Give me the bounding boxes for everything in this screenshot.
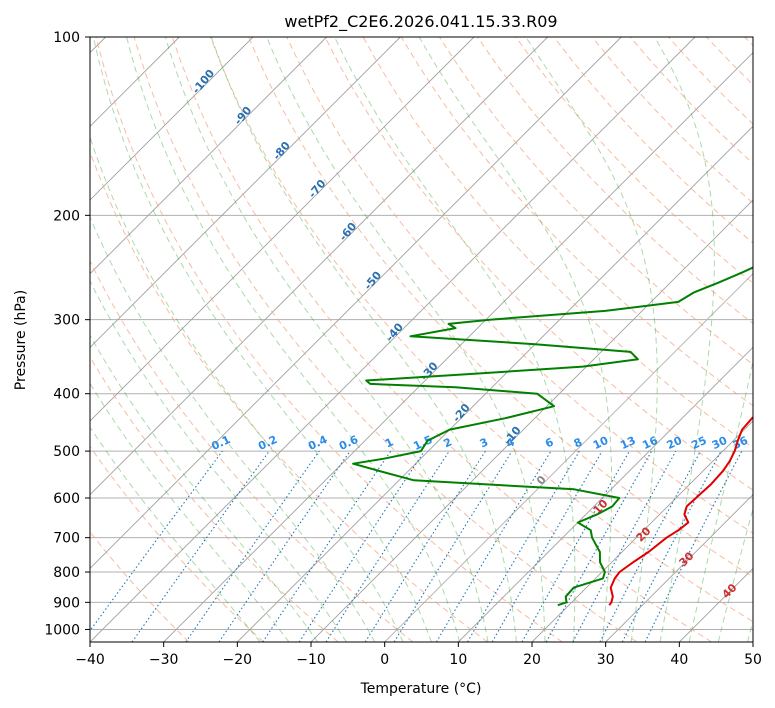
mixing-ratio-line-4 [262, 450, 392, 642]
dry-adiabat-20 [95, 37, 563, 642]
y-tick-label: 1000 [44, 622, 80, 638]
isotherm--50 [90, 37, 622, 569]
moist-adiabat-16 [210, 37, 517, 642]
background-lines [90, 37, 753, 642]
mixing-ratio-line-13 [545, 450, 653, 642]
temperature-profile [608, 415, 753, 606]
x-tick-label: 40 [670, 652, 688, 668]
x-axis-title: Temperature (°C) [360, 681, 482, 697]
mixing-ratio-label: 10 [591, 434, 611, 452]
x-tick-label: −40 [75, 652, 105, 668]
dry-adiabat-80 [324, 37, 753, 491]
moist-adiabat-24 [334, 37, 576, 642]
mixing-ratio-line-0 [90, 450, 223, 632]
moist-adiabat-40 [688, 358, 753, 642]
moist-adiabat-0 [90, 135, 404, 642]
x-tick-label: −10 [296, 652, 326, 668]
moist-adiabat-8 [126, 37, 461, 642]
dry-adiabat-0 [90, 259, 414, 642]
mixing-ratio-line-14 [572, 450, 677, 642]
mixing-ratio-line-17 [644, 450, 743, 642]
isotherm-0 [384, 273, 753, 642]
dry-adiabat--10 [90, 356, 339, 642]
x-tick-label: −20 [223, 652, 253, 668]
dry-adiabat-50 [210, 37, 753, 623]
x-tick-label: −30 [149, 652, 179, 668]
mixing-ratio-label: 30 [710, 434, 730, 452]
dewpoint-profile [352, 266, 753, 607]
moist-adiabat--12 [90, 334, 319, 642]
isotherm--40 [90, 37, 696, 642]
plot-area [90, 37, 753, 642]
moist-adiabat--4 [90, 215, 376, 642]
y-tick-label: 700 [53, 531, 80, 547]
mixing-ratio-line-3 [218, 450, 351, 642]
moist-adiabat-12 [164, 37, 489, 642]
axes: −40 −30 −20 −10 0 10 20 30 40 50 100 200 300 400 500 60… [44, 30, 762, 668]
mixing-ratio-line-2 [185, 450, 320, 642]
isotherm-50 [752, 641, 753, 642]
profiles [352, 266, 753, 607]
chart-title: wetPf2_C2E6.2026.041.15.33.R09 [284, 12, 557, 32]
x-tick-label: 10 [449, 652, 467, 668]
isotherm-10 [458, 346, 753, 642]
dry-adiabat-130 [515, 37, 753, 284]
x-tick-label: 20 [523, 652, 541, 668]
isotherm--20 [237, 125, 753, 642]
moist-adiabat-28 [418, 37, 613, 642]
isotherm-20 [531, 420, 753, 642]
y-tick-label: 400 [53, 387, 80, 403]
y-tick-label: 100 [53, 30, 80, 46]
mixing-ratio-label: 13 [618, 434, 637, 452]
moist-adiabat-4 [92, 37, 432, 642]
isotherm--60 [90, 37, 548, 496]
isotherm-30 [605, 494, 753, 642]
y-tick-label: 900 [53, 595, 80, 611]
isotherm--80 [90, 37, 401, 348]
y-tick-label: 200 [53, 208, 80, 224]
moist-adiabat--20 [90, 426, 261, 642]
moist-adiabat-44 [717, 506, 753, 642]
x-tick-label: 0 [380, 652, 389, 668]
dry-adiabat-40 [171, 37, 712, 642]
y-tick-label: 300 [53, 313, 80, 329]
y-axis-title: Pressure (hPa) [13, 290, 29, 390]
isotherm--70 [90, 37, 475, 422]
plot-frame [89, 36, 754, 643]
y-tick-label: 500 [53, 444, 80, 460]
mixing-ratio-label: 16 [640, 434, 660, 452]
mixing-ratio-line-8 [393, 450, 513, 642]
x-tick-label: 30 [597, 652, 615, 668]
mixing-ratio-label: 20 [665, 434, 685, 452]
mixing-ratio-line-1 [131, 450, 270, 642]
mixing-ratio-line-6 [325, 450, 450, 642]
moist-adiabat-36 [654, 37, 715, 642]
x-tick-label: 50 [744, 652, 762, 668]
y-tick-label: 800 [53, 565, 80, 581]
y-tick-label: 600 [53, 491, 80, 507]
moist-adiabat-32 [525, 37, 658, 642]
isotherm--100 [90, 37, 254, 201]
isotherm--90 [90, 37, 327, 275]
mixing-ratio-line-5 [298, 450, 425, 642]
moist-adiabat-20 [266, 37, 546, 642]
moist-adiabat--16 [90, 382, 290, 642]
mixing-ratio-label: 25 [689, 434, 708, 452]
dry-adiabat-30 [133, 37, 638, 642]
dry-adiabat-70 [286, 37, 753, 534]
dry-adiabat-60 [248, 37, 753, 578]
dry-adiabat--20 [90, 445, 264, 642]
